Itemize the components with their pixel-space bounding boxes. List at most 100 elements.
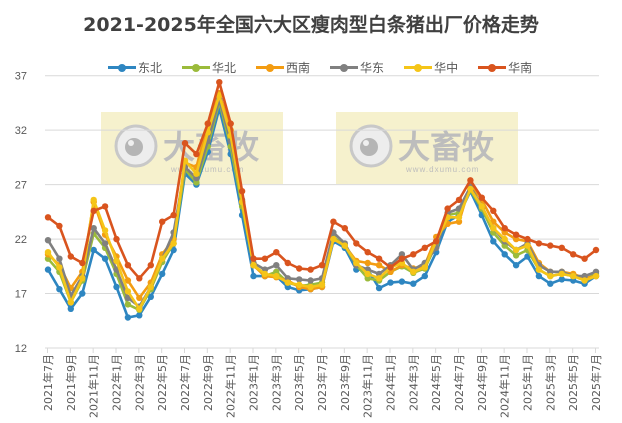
data-point xyxy=(501,251,508,258)
data-point xyxy=(387,264,394,271)
data-point xyxy=(364,275,371,282)
data-point xyxy=(478,194,485,201)
data-point xyxy=(136,312,143,319)
data-point xyxy=(124,277,132,284)
legend-marker-icon xyxy=(330,63,359,72)
data-point xyxy=(375,262,383,269)
watermark-url: www.dxumu.com xyxy=(405,165,479,174)
data-point xyxy=(524,242,531,249)
chart-title: 2021-2025年全国六大区瘦肉型白条猪出厂价格走势 xyxy=(83,14,539,36)
y-tick-label: 17 xyxy=(15,289,27,301)
data-point xyxy=(410,280,417,287)
legend-item: 东北 xyxy=(108,59,162,76)
x-tick-label: 2024年5月 xyxy=(429,354,443,411)
data-point xyxy=(79,290,86,297)
data-point xyxy=(512,235,520,243)
x-tick-label: 2023年1月 xyxy=(247,354,261,411)
data-point xyxy=(79,275,86,282)
data-point xyxy=(273,262,280,269)
data-point xyxy=(375,284,383,292)
data-point xyxy=(364,249,371,256)
x-tick-label: 2023年3月 xyxy=(269,354,283,411)
y-tick-label: 22 xyxy=(15,234,27,246)
data-point xyxy=(570,277,577,284)
data-point xyxy=(136,275,143,282)
data-point xyxy=(512,262,520,269)
data-point xyxy=(490,207,497,214)
data-point xyxy=(238,188,246,195)
data-point xyxy=(592,272,600,280)
data-point xyxy=(101,255,109,262)
data-point xyxy=(124,301,132,308)
x-tick-label: 2023年9月 xyxy=(338,354,352,411)
data-point xyxy=(501,225,508,232)
legend-marker-icon xyxy=(108,63,136,72)
x-tick-label: 2024年9月 xyxy=(475,354,489,411)
legend-label: 华东 xyxy=(360,61,385,75)
data-point xyxy=(512,246,520,254)
data-point xyxy=(193,170,200,177)
data-point xyxy=(113,235,120,243)
x-tick-label: 2024年1月 xyxy=(384,354,398,411)
data-point xyxy=(398,255,406,262)
data-point xyxy=(90,207,97,214)
data-point xyxy=(375,255,383,262)
data-point xyxy=(170,240,177,247)
data-point xyxy=(296,265,303,272)
data-point xyxy=(455,196,463,204)
data-point xyxy=(79,259,86,267)
data-point xyxy=(136,305,143,312)
data-point xyxy=(250,262,257,269)
data-point xyxy=(261,255,269,262)
x-tick-label: 2025年7月 xyxy=(589,354,603,411)
data-point xyxy=(330,218,337,225)
watermark-brand: 大畜牧 xyxy=(398,128,495,166)
x-tick-label: 2024年3月 xyxy=(406,354,420,411)
data-point xyxy=(227,120,234,127)
data-point xyxy=(341,225,348,232)
data-point xyxy=(159,270,166,278)
x-tick-label: 2022年5月 xyxy=(155,354,169,411)
data-point xyxy=(421,264,428,271)
data-point xyxy=(307,266,314,273)
data-point xyxy=(455,218,463,225)
x-tick-label: 2021年11月 xyxy=(87,354,101,418)
data-point xyxy=(478,203,485,210)
data-point xyxy=(159,218,166,225)
data-point xyxy=(273,249,280,256)
x-tick-label: 2022年1月 xyxy=(110,354,124,411)
data-point xyxy=(307,277,314,284)
data-point xyxy=(193,150,200,158)
data-point xyxy=(410,251,417,258)
data-point xyxy=(318,262,326,269)
data-point xyxy=(204,120,211,127)
legend-item: 华中 xyxy=(404,59,458,76)
legend-marker-icon xyxy=(256,63,285,72)
legend-marker-icon xyxy=(404,63,433,72)
x-tick-label: 2023年5月 xyxy=(292,354,306,411)
data-point xyxy=(455,214,463,221)
data-point xyxy=(56,286,63,293)
data-point xyxy=(490,238,497,245)
data-point xyxy=(284,279,291,286)
series-华南 xyxy=(44,79,600,282)
x-tick-label: 2023年7月 xyxy=(315,354,329,411)
data-point xyxy=(341,242,348,249)
data-point xyxy=(535,240,543,247)
data-point xyxy=(147,283,154,291)
x-tick-label: 2022年11月 xyxy=(224,354,238,418)
y-tick-label: 32 xyxy=(15,125,27,137)
legend-item: 西南 xyxy=(256,59,310,76)
data-point xyxy=(353,259,360,267)
legend-item: 华东 xyxy=(330,59,384,76)
data-point xyxy=(101,203,109,210)
data-point xyxy=(124,288,132,295)
data-point xyxy=(581,255,588,262)
data-point xyxy=(44,249,52,256)
legend-label: 东北 xyxy=(138,61,163,75)
x-tick-label: 2022年7月 xyxy=(178,354,192,411)
legend-label: 华南 xyxy=(508,61,533,75)
data-point xyxy=(330,235,337,243)
